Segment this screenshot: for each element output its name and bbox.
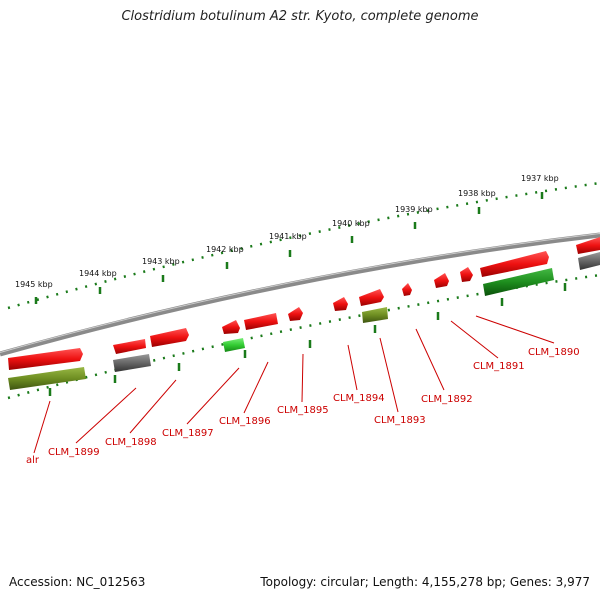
gene-arrow[interactable] [333, 297, 348, 311]
outer-scale-track [7, 181, 600, 310]
gene-label: CLM_1896 [219, 416, 271, 427]
gene-arrow[interactable] [434, 273, 449, 288]
gene-block[interactable] [8, 367, 86, 390]
kbp-label: 1942 kbp [206, 245, 244, 254]
gene-arrow[interactable] [222, 320, 240, 334]
gene-label: CLM_1891 [473, 361, 525, 372]
gene-leader-lines [33, 315, 555, 454]
gene-block[interactable] [362, 307, 388, 323]
gene-label: CLM_1897 [162, 428, 214, 439]
accession-text: Accession: NC_012563 [9, 575, 146, 589]
kbp-label: 1938 kbp [458, 189, 496, 198]
inner-scale-track [7, 273, 600, 400]
gene-label: CLM_1899 [48, 447, 100, 458]
kbp-label: 1944 kbp [79, 269, 117, 278]
gene-label: CLM_1895 [277, 405, 329, 416]
gene-arrow[interactable] [288, 307, 303, 321]
kbp-labels: 1945 kbp 1944 kbp 1943 kbp 1942 kbp 1941… [15, 174, 559, 289]
gene-label: CLM_1890 [528, 347, 580, 358]
gene-arrow[interactable] [8, 348, 83, 370]
outer-major-ticks [34, 192, 544, 304]
gene-arrow[interactable] [402, 283, 412, 296]
inner-major-ticks [48, 283, 567, 396]
gene-arrow[interactable] [244, 313, 278, 330]
gene-arrow[interactable] [113, 339, 146, 354]
kbp-label: 1940 kbp [332, 219, 370, 228]
kbp-label: 1937 kbp [521, 174, 559, 183]
kbp-label: 1941 kbp [269, 232, 307, 241]
gene-block[interactable] [113, 354, 151, 372]
gene-features [8, 237, 600, 390]
gene-label: alr [26, 455, 40, 466]
gene-label: CLM_1894 [333, 393, 385, 404]
kbp-label: 1945 kbp [15, 280, 53, 289]
gene-block[interactable] [223, 338, 245, 352]
gene-block[interactable] [483, 268, 554, 296]
gene-arrow[interactable] [460, 267, 473, 282]
gene-block[interactable] [578, 252, 600, 270]
gene-arrow[interactable] [150, 328, 189, 347]
gene-label: CLM_1898 [105, 437, 157, 448]
gene-arrow[interactable] [576, 237, 600, 254]
gene-arrow[interactable] [480, 251, 549, 277]
gene-label: CLM_1892 [421, 394, 473, 405]
kbp-label: 1943 kbp [142, 257, 180, 266]
genome-backbone [0, 232, 600, 357]
genome-title: Clostridium botulinum A2 str. Kyoto, com… [121, 9, 479, 24]
kbp-label: 1939 kbp [395, 205, 433, 214]
genome-summary-text: Topology: circular; Length: 4,155,278 bp… [260, 575, 590, 589]
gene-label: CLM_1893 [374, 415, 426, 426]
gene-labels: alr CLM_1899 CLM_1898 CLM_1897 CLM_1896 … [26, 347, 580, 466]
gene-arrow[interactable] [359, 289, 384, 306]
